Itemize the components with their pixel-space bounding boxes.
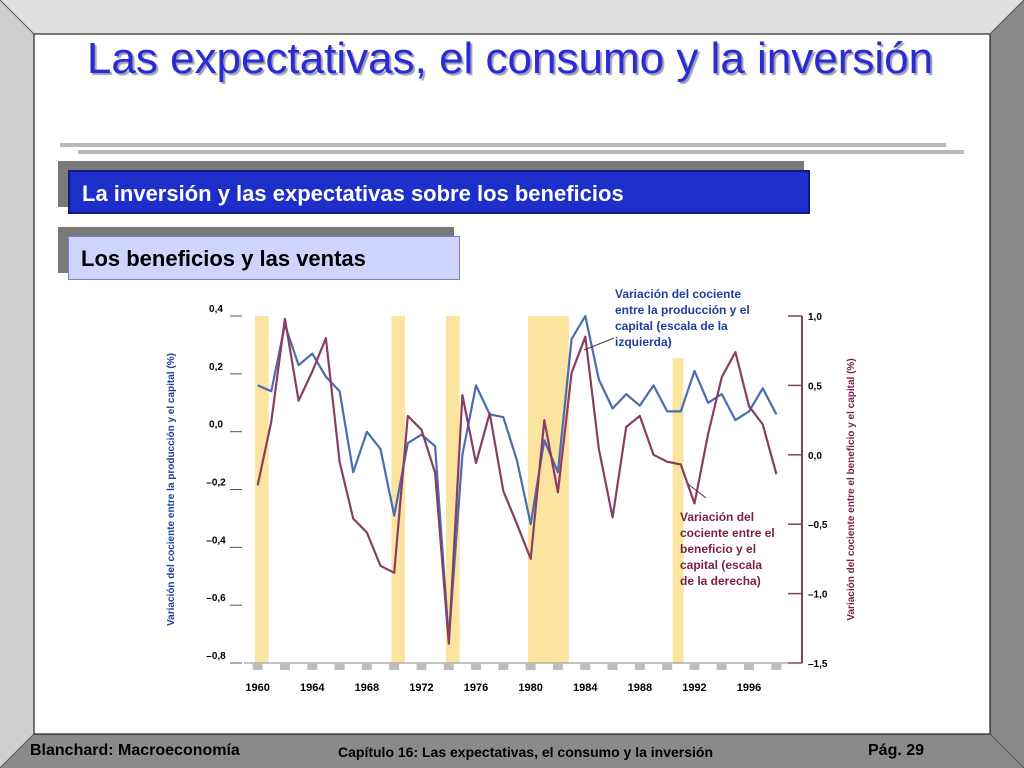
recession-band-4 [672, 316, 684, 663]
annotation-pointer-output [583, 337, 615, 351]
footer-page: Pág. 29 [868, 742, 925, 759]
left-tick-label: 0,2 [209, 362, 223, 373]
title-rule-top [60, 143, 946, 147]
series-line-output-capital [257, 314, 778, 641]
x-axis-block [580, 663, 591, 670]
line-chart: 1960 1964 1968 1972 1976 1980 1984 1988 1992 1996… [166, 282, 857, 694]
left-tick-label: –0,6 [206, 593, 226, 604]
right-tick-label: 0,5 [808, 381, 822, 392]
recession-band-2 [446, 316, 460, 663]
series-line-profit-capital [256, 317, 778, 645]
x-axis-block [634, 663, 645, 670]
right-axis: 1,0 0,5 0,0 –0,5 –1,0 –1,5 [788, 312, 828, 670]
annotation-pointer-profit [687, 483, 707, 499]
x-axis-block [607, 663, 618, 670]
x-tick-label: 1972 [409, 682, 433, 694]
x-axis-block [771, 663, 782, 670]
x-tick-label: 1996 [737, 682, 761, 694]
series-lines [256, 314, 778, 645]
right-tick-label: –1,0 [808, 590, 828, 601]
left-tick-label: –0,2 [206, 478, 226, 489]
left-axis-label: Variación del cociente entre la producci… [166, 353, 177, 626]
annotation-profit-capital: Variación del cociente entre el beneficio … [680, 510, 775, 588]
x-tick-label: 1992 [682, 682, 706, 694]
right-tick-label: 0,0 [808, 451, 822, 462]
x-axis-block [744, 663, 755, 670]
x-tick-label: 1964 [300, 682, 325, 694]
x-axis-block [389, 663, 400, 670]
annotations: Variación del cociente entre la producció… [583, 282, 775, 588]
subsection-title: Los beneficios y las ventas [68, 236, 460, 280]
x-axis-block [416, 663, 427, 670]
section-title: La inversión y las expectativas sobre lo… [68, 170, 810, 214]
left-axis: 0,4 0,2 0,0 –0,2 –0,4 –0,6 –0,8 [206, 304, 242, 664]
x-axis-block [307, 663, 318, 670]
annotation-output-capital: Variación del cociente entre la producció… [615, 287, 750, 349]
x-axis-block [662, 663, 673, 670]
left-tick-label: –0,8 [206, 651, 226, 662]
recession-band-3 [527, 316, 569, 663]
x-axis-block [279, 663, 290, 670]
right-tick-label: –1,5 [808, 659, 828, 670]
footer-chapter: Capítulo 16: Las expectativas, el consum… [338, 744, 714, 760]
x-axis-block [471, 663, 482, 670]
x-tick-label: 1980 [518, 682, 542, 694]
x-axis-block [334, 663, 345, 670]
x-axis-block [552, 663, 563, 670]
x-axis-block [361, 663, 372, 670]
x-tick-label: 1976 [464, 682, 488, 694]
x-tick-label: 1968 [355, 682, 379, 694]
x-tick-label: 1960 [245, 682, 269, 694]
x-axis-block [443, 663, 454, 670]
x-axis-block [498, 663, 509, 670]
left-tick-label: –0,4 [206, 535, 226, 546]
title-rule-bottom [78, 150, 964, 154]
right-axis-label: Variación del cociente entre el benefici… [846, 358, 857, 620]
x-tick-label: 1984 [573, 682, 598, 694]
x-axis: 1960 1964 1968 1972 1976 1980 1984 1988 1992 1996 [244, 662, 790, 694]
footer-author: Blanchard: Macroeconomía [30, 742, 240, 759]
right-tick-label: –0,5 [808, 520, 828, 531]
slide-title: Las expectativas, el consumo y la invers… [86, 34, 934, 83]
x-axis-block [252, 663, 263, 670]
recession-band-0 [254, 316, 269, 663]
left-tick-label: 0,0 [209, 420, 223, 431]
left-tick-label: 0,4 [209, 304, 223, 315]
recession-bands [254, 316, 684, 663]
x-axis-block [525, 663, 536, 670]
x-axis-block [689, 663, 700, 670]
x-tick-label: 1988 [628, 682, 652, 694]
right-tick-label: 1,0 [808, 312, 822, 323]
x-axis-block [716, 663, 727, 670]
annotation-bg [612, 282, 706, 358]
